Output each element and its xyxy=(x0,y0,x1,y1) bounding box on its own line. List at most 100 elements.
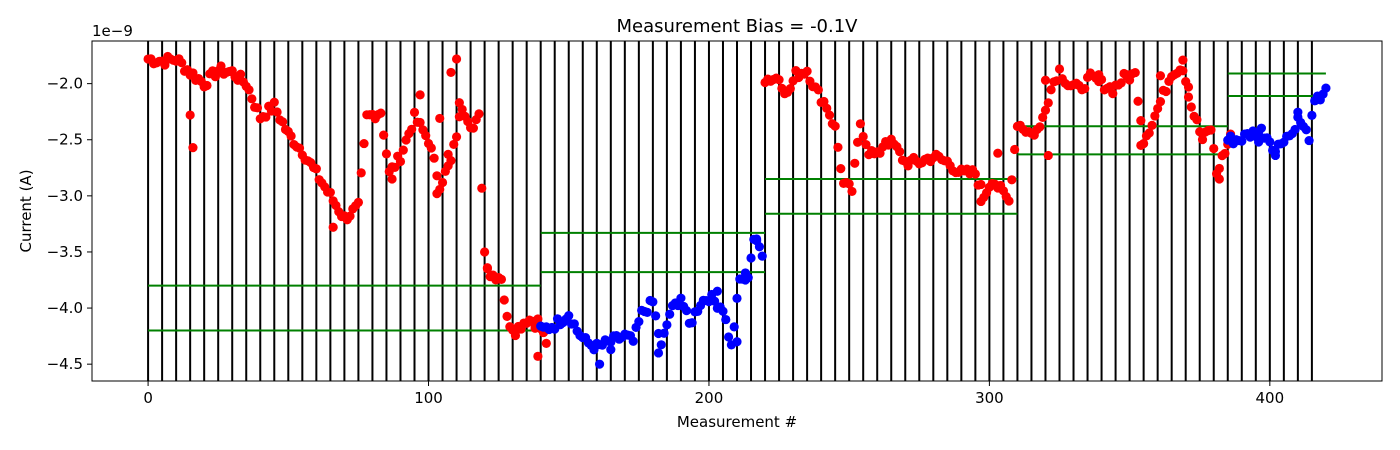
red-data-point xyxy=(435,113,445,124)
red-data-point xyxy=(541,338,551,348)
y-axis-label: Current (A) xyxy=(17,169,35,252)
y-tick-label: −3.5 xyxy=(47,243,83,261)
red-data-point xyxy=(533,314,543,324)
red-data-point xyxy=(1161,86,1171,97)
red-data-point xyxy=(261,112,271,122)
blue-data-point xyxy=(1293,112,1303,122)
red-data-point xyxy=(1007,175,1017,185)
red-data-point xyxy=(1040,105,1051,115)
plot-area xyxy=(143,41,1331,381)
blue-data-point xyxy=(1304,135,1314,146)
red-data-point xyxy=(830,121,840,131)
red-data-point xyxy=(426,143,436,153)
blue-data-point xyxy=(712,286,722,296)
red-data-point xyxy=(177,58,187,68)
red-data-point xyxy=(188,143,198,153)
red-data-point xyxy=(359,138,369,149)
red-data-point xyxy=(1038,112,1048,122)
red-data-point xyxy=(286,131,296,141)
blue-data-point xyxy=(752,236,762,246)
red-data-point xyxy=(216,61,226,71)
red-data-point xyxy=(415,117,425,128)
red-data-point xyxy=(858,131,868,142)
red-data-point xyxy=(1108,89,1118,99)
red-data-point xyxy=(1046,85,1056,95)
red-data-point xyxy=(1206,125,1216,135)
red-data-point xyxy=(1155,96,1166,107)
red-data-point xyxy=(379,130,389,140)
red-data-point xyxy=(1178,66,1188,76)
red-data-point xyxy=(432,171,442,181)
red-data-point xyxy=(1209,143,1219,154)
y-tick-label: −2.5 xyxy=(47,131,83,149)
red-data-point xyxy=(895,147,905,157)
red-data-point xyxy=(409,107,420,117)
red-data-point xyxy=(976,179,986,190)
blue-data-point xyxy=(653,348,664,358)
red-data-point xyxy=(496,274,507,284)
blue-data-point xyxy=(569,319,579,329)
red-data-point xyxy=(1133,96,1143,106)
red-data-point xyxy=(824,110,835,120)
blue-data-point xyxy=(662,320,672,330)
red-data-point xyxy=(1192,115,1202,125)
red-data-point xyxy=(499,295,509,305)
red-data-point xyxy=(813,85,823,95)
red-data-point xyxy=(533,351,543,361)
red-data-point xyxy=(328,222,338,232)
red-data-point xyxy=(437,177,448,188)
red-data-point xyxy=(1144,128,1154,138)
red-data-point xyxy=(247,94,257,104)
x-tick-label: 300 xyxy=(975,389,1004,407)
red-data-point xyxy=(1220,148,1230,159)
red-data-point xyxy=(294,143,305,153)
red-data-point xyxy=(325,187,335,198)
red-data-point xyxy=(468,123,478,133)
red-data-point xyxy=(202,80,212,91)
red-data-point xyxy=(785,83,795,94)
x-tick-label: 200 xyxy=(695,389,724,407)
red-data-point xyxy=(1197,134,1208,145)
red-data-point xyxy=(1080,84,1090,94)
blue-data-point xyxy=(594,359,605,369)
red-data-point xyxy=(1054,64,1065,74)
red-data-point xyxy=(1178,55,1188,65)
red-data-point xyxy=(850,158,860,168)
blue-data-point xyxy=(757,251,767,261)
red-data-point xyxy=(356,168,366,178)
blue-data-point xyxy=(732,293,742,303)
red-data-point xyxy=(1040,75,1051,85)
red-data-point xyxy=(1186,102,1196,112)
red-data-point xyxy=(387,174,397,184)
red-data-point xyxy=(844,179,854,189)
blue-data-point xyxy=(1321,83,1331,93)
red-data-point xyxy=(421,130,431,141)
red-data-point xyxy=(395,156,406,167)
red-data-point xyxy=(1183,92,1194,102)
blue-data-point xyxy=(656,340,666,350)
red-data-point xyxy=(847,186,857,197)
red-data-point xyxy=(836,164,846,174)
blue-data-point xyxy=(564,311,574,321)
red-data-point xyxy=(1010,144,1020,155)
blue-data-point xyxy=(723,332,734,342)
red-data-point xyxy=(852,137,863,147)
chart-title: Measurement Bias = -0.1V xyxy=(616,16,858,37)
red-data-point xyxy=(480,247,490,257)
x-axis-label: Measurement # xyxy=(677,413,797,431)
red-data-point xyxy=(451,132,462,142)
red-data-point xyxy=(1214,174,1224,184)
red-data-point xyxy=(502,311,512,321)
axis-ticks: 0 100 200 300 400 −4.5 −4.0 −3.5 −3.0 −2.5 −2.0 xyxy=(47,75,1285,407)
red-data-point xyxy=(244,85,254,95)
blue-data-point xyxy=(665,309,675,319)
x-tick-label: 0 xyxy=(143,389,153,407)
blue-data-point xyxy=(606,344,616,355)
blue-data-point xyxy=(681,305,692,316)
red-data-point xyxy=(376,108,386,118)
red-data-point xyxy=(1136,116,1146,126)
blue-data-point xyxy=(1270,150,1281,161)
red-data-point xyxy=(407,124,417,134)
blue-data-point xyxy=(1307,110,1317,121)
